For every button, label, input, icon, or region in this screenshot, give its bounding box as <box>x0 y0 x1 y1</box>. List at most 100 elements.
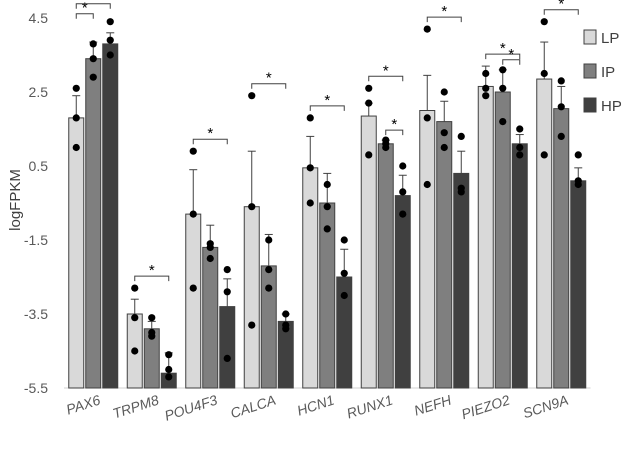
data-point <box>540 69 548 78</box>
data-point <box>265 236 273 244</box>
y-tick-label: -1.5 <box>24 232 48 248</box>
data-point <box>557 77 565 85</box>
data-point <box>306 114 314 122</box>
significance-bracket <box>485 53 521 60</box>
data-point <box>106 51 114 59</box>
data-points <box>72 18 582 381</box>
data-point <box>282 310 290 318</box>
data-point <box>499 66 507 74</box>
significance-marker: * <box>441 3 447 20</box>
significance-marker: * <box>391 116 397 133</box>
data-point <box>248 92 256 100</box>
bar-ip-nefh <box>436 121 453 389</box>
bar-ip-pax6 <box>85 58 102 389</box>
data-point <box>131 284 139 292</box>
legend-swatch-ip <box>583 63 597 79</box>
data-point <box>516 151 524 159</box>
y-tick-label: 4.5 <box>29 10 49 26</box>
x-axis-labels: PAX6 TRPM8 POU4F3 CALCA HCN1 RUNX1 NEFH PIEZO2 S… <box>64 391 570 423</box>
significance-bracket <box>385 129 404 136</box>
significance-bracket <box>502 59 521 65</box>
data-point <box>516 143 524 152</box>
data-point <box>423 114 431 122</box>
data-point <box>265 266 273 274</box>
data-point <box>457 132 465 140</box>
bar-hp-scn9a <box>570 180 587 389</box>
y-tick-label: 0.5 <box>29 158 49 174</box>
data-point <box>423 180 431 189</box>
data-point <box>165 365 173 374</box>
bars <box>68 43 587 389</box>
data-point <box>248 203 256 211</box>
significance-marker: * <box>90 0 96 7</box>
bar-ip-pou4f3 <box>202 246 219 389</box>
data-point <box>89 73 97 81</box>
significance-marker: * <box>207 125 213 142</box>
data-point <box>516 125 524 133</box>
significance-marker: * <box>558 0 564 13</box>
data-point <box>282 325 290 333</box>
x-tick-label-nefh: NEFH <box>412 391 454 418</box>
x-tick-label-calca: CALCA <box>228 392 277 422</box>
data-point <box>72 114 80 122</box>
x-tick-label-piezo2: PIEZO2 <box>459 392 512 423</box>
data-point <box>574 151 582 159</box>
data-point <box>323 203 331 211</box>
data-point <box>540 151 548 159</box>
x-tick-label-pax6: PAX6 <box>64 392 102 418</box>
data-point <box>423 25 431 33</box>
data-point <box>223 288 231 296</box>
significance-marker: * <box>500 40 506 57</box>
data-point <box>499 118 507 126</box>
data-point <box>72 143 80 152</box>
data-point <box>365 151 373 159</box>
data-point <box>223 266 231 274</box>
bar-ip-scn9a <box>553 108 570 389</box>
significance-bracket <box>75 13 94 19</box>
bar-hp-piezo2 <box>511 143 528 389</box>
data-point <box>323 180 331 189</box>
data-point <box>365 99 373 107</box>
significance-bracket <box>75 3 111 9</box>
bar-ip-runx1 <box>377 143 394 389</box>
x-tick-label-runx1: RUNX1 <box>345 392 395 422</box>
data-point <box>499 84 507 92</box>
data-point <box>340 269 348 277</box>
data-point <box>557 103 565 111</box>
data-point <box>223 354 231 362</box>
data-point <box>206 243 214 251</box>
data-point <box>306 199 314 207</box>
bar-ip-piezo2 <box>494 91 511 389</box>
data-point <box>440 129 448 137</box>
data-point <box>440 143 448 152</box>
y-tick-label: -5.5 <box>24 380 48 396</box>
bar-hp-pou4f3 <box>219 306 236 389</box>
data-point <box>399 188 407 196</box>
data-point <box>457 188 465 196</box>
data-point <box>440 88 448 96</box>
data-point <box>89 55 97 63</box>
significance-marker: * <box>149 262 155 279</box>
legend-swatch-lp <box>583 29 597 45</box>
bar-lp-pou4f3 <box>185 213 202 389</box>
legend: LP IP HP <box>583 29 622 115</box>
legend-label-lp: LP <box>601 30 619 47</box>
significance-bracket <box>192 138 228 145</box>
data-point <box>165 373 173 381</box>
data-point <box>340 236 348 244</box>
data-point <box>148 332 156 340</box>
significance-bracket <box>309 105 345 111</box>
bar-lp-pax6 <box>68 117 85 389</box>
data-point <box>131 347 139 355</box>
significance-bracket <box>251 83 287 89</box>
data-point <box>482 69 490 78</box>
bar-lp-calca <box>243 206 260 389</box>
data-point <box>89 40 97 48</box>
x-tick-label-hcn1: HCN1 <box>295 392 336 419</box>
x-tick-label-scn9a: SCN9A <box>521 392 570 422</box>
significance-bracket <box>543 9 579 15</box>
significance-bracket <box>134 275 170 282</box>
data-point <box>482 92 490 100</box>
data-point <box>148 314 156 322</box>
